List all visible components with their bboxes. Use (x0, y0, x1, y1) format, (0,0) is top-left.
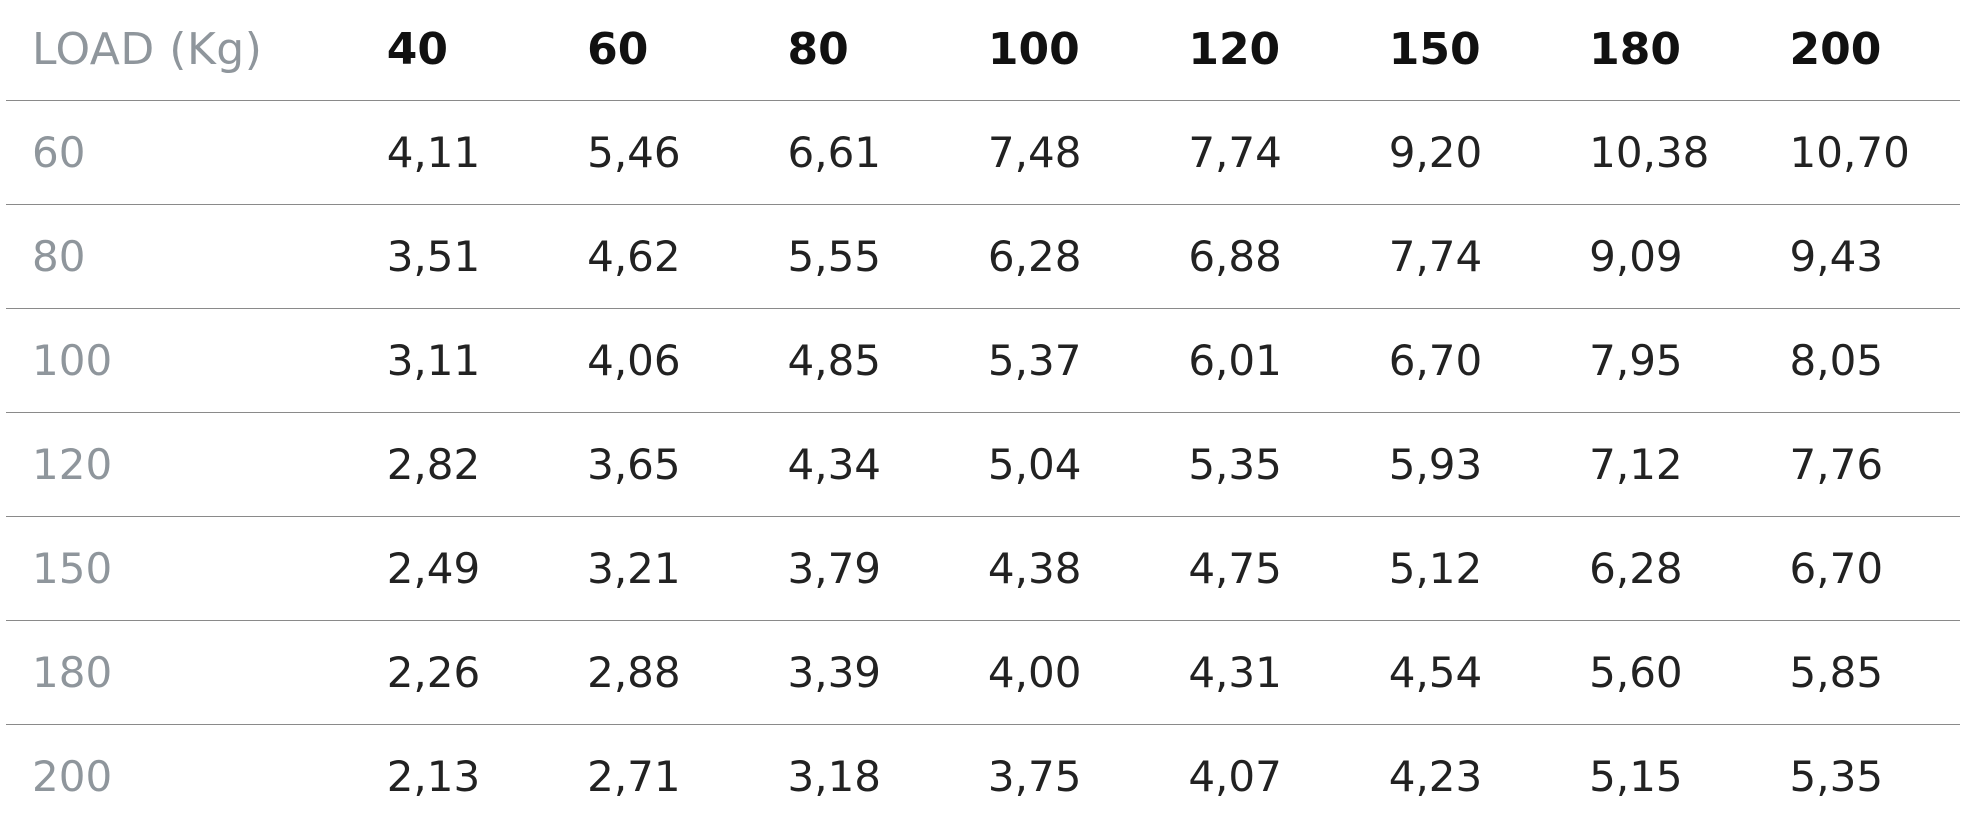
table-cell: 5,15 (1589, 751, 1683, 801)
table-cell: 6,88 (1188, 231, 1282, 281)
table-cell: 7,48 (987, 127, 1082, 177)
table-cell: 3,75 (987, 751, 1082, 801)
table-cell: 9,20 (1388, 127, 1483, 177)
table-cell: 4,06 (587, 335, 681, 385)
column-header: 60 (587, 24, 649, 76)
table-cell: 5,37 (987, 335, 1082, 385)
table-cell: 2,26 (386, 647, 481, 697)
table-cell: 4,23 (1388, 751, 1483, 801)
table-cell: 6,61 (787, 127, 882, 177)
table-cell: 3,18 (787, 751, 882, 801)
table-cell: 2,13 (386, 751, 481, 801)
table-cell: 4,38 (987, 543, 1082, 593)
row-header: 80 (32, 231, 86, 281)
table-header: LOAD (Kg) 40 60 80 100 120 150 180 200 (6, 0, 1960, 100)
table-cell: 5,60 (1589, 647, 1683, 697)
table-cell: 3,51 (386, 231, 481, 281)
table-body: 60 4,11 5,46 6,61 7,48 7,74 9,20 10,38 10,70 80 3,… (6, 100, 1960, 828)
table-row: 150 2,49 3,21 3,79 4,38 4,75 5,12 6,28 6,70 (6, 516, 1960, 620)
table-cell: 4,00 (987, 647, 1082, 697)
table-cell: 3,39 (787, 647, 882, 697)
table-cell: 4,62 (587, 231, 681, 281)
table-cell: 6,28 (987, 231, 1082, 281)
table-cell: 7,74 (1188, 127, 1282, 177)
table-row: 100 3,11 4,06 4,85 5,37 6,01 6,70 7,95 8,05 (6, 308, 1960, 412)
table-cell: 4,07 (1188, 751, 1282, 801)
table-cell: 6,01 (1188, 335, 1282, 385)
table-cell: 9,09 (1589, 231, 1683, 281)
table-cell: 4,11 (386, 127, 481, 177)
table-cell: 5,35 (1188, 439, 1282, 489)
table-row: 80 3,51 4,62 5,55 6,28 6,88 7,74 9,09 9,43 (6, 204, 1960, 308)
table-cell: 4,54 (1388, 647, 1483, 697)
table-cell: 2,49 (386, 543, 481, 593)
table-cell: 8,05 (1789, 335, 1884, 385)
table-cell: 5,35 (1789, 751, 1884, 801)
table-cell: 4,75 (1188, 543, 1282, 593)
table-cell: 5,93 (1388, 439, 1483, 489)
table-row: 60 4,11 5,46 6,61 7,48 7,74 9,20 10,38 10,70 (6, 100, 1960, 204)
table-cell: 7,74 (1388, 231, 1483, 281)
column-header: 100 (987, 24, 1080, 76)
table-cell: 2,82 (386, 439, 481, 489)
column-header: 150 (1388, 24, 1481, 76)
table-row: 200 2,13 2,71 3,18 3,75 4,07 4,23 5,15 5,35 (6, 724, 1960, 828)
column-header: 80 (787, 24, 849, 76)
table-cell: 4,34 (787, 439, 882, 489)
row-header: 200 (32, 751, 113, 801)
table-cell: 7,95 (1589, 335, 1683, 385)
column-header: 180 (1589, 24, 1681, 76)
table-cell: 3,11 (386, 335, 481, 385)
table-cell: 5,12 (1388, 543, 1483, 593)
column-header: 120 (1188, 24, 1281, 76)
table-cell: 4,85 (787, 335, 882, 385)
column-header: 40 (386, 24, 448, 76)
table-row: 120 2,82 3,65 4,34 5,04 5,35 5,93 7,12 7,76 (6, 412, 1960, 516)
table-cell: 9,43 (1789, 231, 1884, 281)
table-cell: 6,28 (1589, 543, 1683, 593)
table-cell: 7,76 (1789, 439, 1884, 489)
header-row: LOAD (Kg) 40 60 80 100 120 150 180 200 (6, 0, 1960, 100)
row-header: 180 (32, 647, 113, 697)
table-cell: 5,46 (587, 127, 681, 177)
load-table: LOAD (Kg) 40 60 80 100 120 150 180 200 60 4,11 5,… (6, 0, 1960, 828)
table-cell: 4,31 (1188, 647, 1282, 697)
table-cell: 10,70 (1789, 127, 1910, 177)
table-cell: 3,79 (787, 543, 882, 593)
table-cell: 5,85 (1789, 647, 1884, 697)
table-cell: 6,70 (1789, 543, 1884, 593)
table-cell: 2,88 (587, 647, 681, 697)
load-label: LOAD (Kg) (32, 24, 263, 76)
row-header: 120 (32, 439, 113, 489)
table-row: 180 2,26 2,88 3,39 4,00 4,31 4,54 5,60 5,85 (6, 620, 1960, 724)
table-cell: 3,65 (587, 439, 681, 489)
table-cell: 6,70 (1388, 335, 1483, 385)
column-header: 200 (1789, 24, 1882, 76)
row-header: 150 (32, 543, 113, 593)
table-cell: 7,12 (1589, 439, 1683, 489)
table-cell: 5,55 (787, 231, 882, 281)
table-cell: 5,04 (987, 439, 1082, 489)
table-cell: 3,21 (587, 543, 681, 593)
table-cell: 2,71 (587, 751, 681, 801)
table-cell: 10,38 (1589, 127, 1710, 177)
row-header: 100 (32, 335, 113, 385)
row-header: 60 (32, 127, 86, 177)
